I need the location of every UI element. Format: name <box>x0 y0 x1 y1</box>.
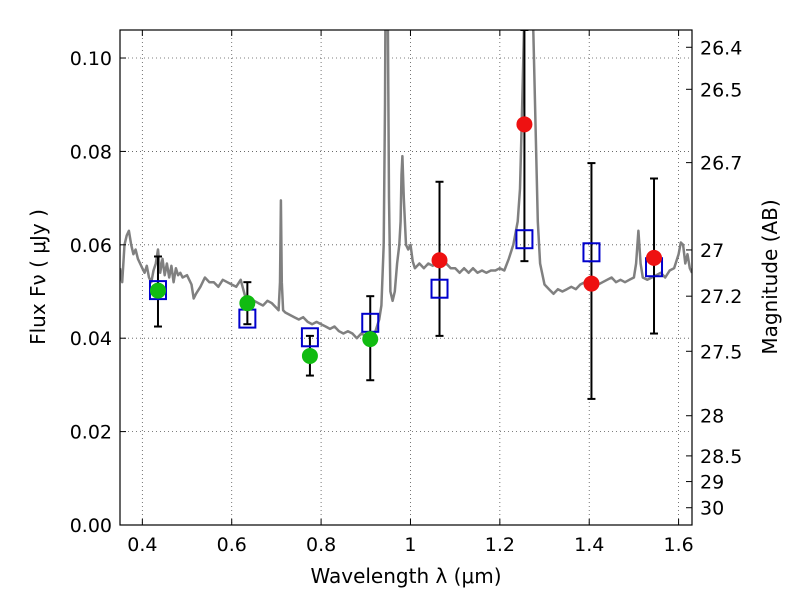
model-flux-square <box>148 280 167 301</box>
observed-point-red <box>431 252 448 269</box>
plot-frame <box>119 29 693 526</box>
model-flux-square <box>515 229 534 250</box>
y-tick-label: 0.00 <box>70 515 112 537</box>
observed-point-red <box>516 116 533 133</box>
model-flux-square <box>582 242 601 263</box>
plot-area <box>120 30 692 400</box>
observed-point-red <box>646 249 663 266</box>
y2-tick-label: 27 <box>700 240 724 262</box>
y2-tick-label: 29 <box>700 472 724 494</box>
x-tick-label: 0.8 <box>306 534 336 556</box>
y2-tick-label: 26.4 <box>700 37 742 59</box>
model-flux-square <box>430 278 449 299</box>
y2-tick-label: 28.5 <box>700 446 742 468</box>
y2-tick-label: 27.2 <box>700 286 742 308</box>
observed-point-green <box>362 331 379 348</box>
y-axis-label: Flux Fν ( μJy ) <box>26 209 50 345</box>
observed-point-green <box>301 347 318 364</box>
y2-tick-label: 30 <box>700 498 724 520</box>
observed-point-green <box>239 295 256 312</box>
x-tick-label: 1.4 <box>574 534 604 556</box>
model-flux-square <box>300 327 319 348</box>
y2-tick-label: 28 <box>700 406 724 428</box>
model-spectrum-line <box>120 30 692 342</box>
y2-axis-label: Magnitude (AB) <box>758 199 782 354</box>
y-tick-label: 0.10 <box>70 48 112 70</box>
x-tick-label: 1.2 <box>485 534 515 556</box>
y-tick-label: 0.08 <box>70 141 112 163</box>
x-axis-label: Wavelength λ (μm) <box>310 564 501 588</box>
ticks: 0.4 0.6 0.8 1 1.2 1.4 1.6 0.00 0.02 0.04 0.06 0.08 0… <box>70 30 742 556</box>
y2-tick-label: 26.5 <box>700 79 742 101</box>
observed-point-green <box>149 282 166 299</box>
y-tick-label: 0.02 <box>70 422 112 444</box>
y-tick-label: 0.04 <box>70 328 112 350</box>
y2-tick-label: 27.5 <box>700 341 742 363</box>
x-tick-label: 1.6 <box>663 534 693 556</box>
y2-tick-label: 26.7 <box>700 153 742 175</box>
y-tick-label: 0.06 <box>70 235 112 257</box>
x-tick-label: 0.4 <box>127 534 157 556</box>
x-tick-label: 1 <box>404 534 416 556</box>
observed-point-red <box>583 275 600 292</box>
x-tick-label: 0.6 <box>217 534 247 556</box>
